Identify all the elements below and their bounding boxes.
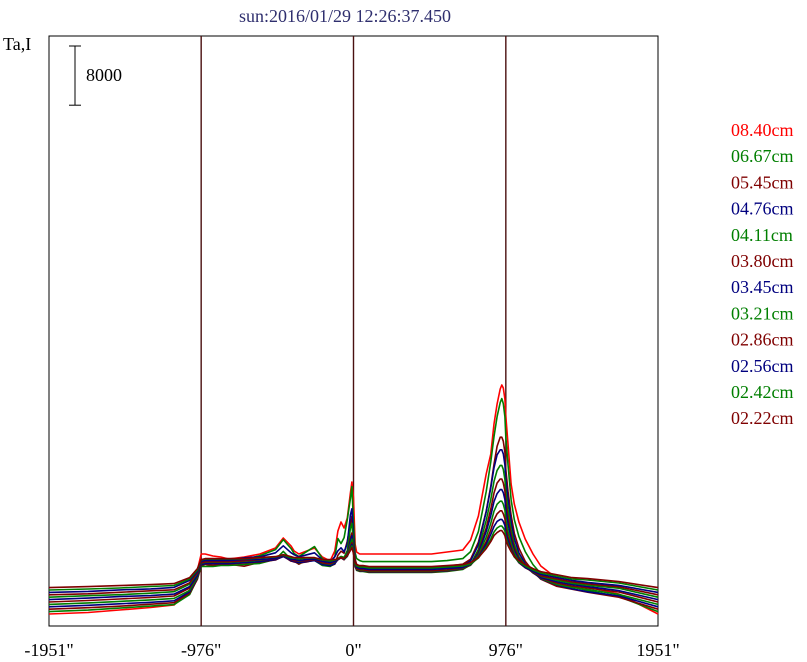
- scale-bar: [69, 45, 81, 106]
- legend-entry-02.42cm: 02.42cm: [731, 382, 794, 402]
- legend-entry-04.11cm: 04.11cm: [731, 225, 793, 245]
- legend-entry-08.40cm: 08.40cm: [731, 120, 794, 140]
- x-tick-label-3: 976": [489, 640, 523, 660]
- x-tick-label-4: 1951": [636, 640, 679, 660]
- series-layer: [48, 384, 659, 615]
- legend-entry-06.67cm: 06.67cm: [731, 146, 794, 166]
- legend-entry-02.86cm: 02.86cm: [731, 330, 794, 350]
- legend-entry-03.21cm: 03.21cm: [731, 303, 794, 323]
- legend: 08.40cm 06.67cm 05.45cm 04.76cm 04.11cm 03.80…: [731, 120, 794, 428]
- legend-entry-05.45cm: 05.45cm: [731, 172, 794, 192]
- x-tick-label-0: -1951": [24, 640, 73, 660]
- y-axis-label: Ta,I: [3, 34, 31, 54]
- series-line-02.56cm: [48, 518, 659, 594]
- legend-entry-02.22cm: 02.22cm: [731, 408, 794, 428]
- legend-entry-03.80cm: 03.80cm: [731, 251, 794, 271]
- series-line-02.86cm: [48, 509, 659, 596]
- legend-entry-03.45cm: 03.45cm: [731, 277, 794, 297]
- legend-entry-04.76cm: 04.76cm: [731, 199, 794, 219]
- series-line-02.22cm: [48, 529, 659, 589]
- chart-title: sun:2016/01/29 12:26:37.450: [239, 6, 451, 26]
- x-tick-label-2: 0": [345, 640, 361, 660]
- x-axis-ticks: -1951" -976" 0" 976" 1951": [24, 640, 679, 660]
- legend-entry-02.56cm: 02.56cm: [731, 356, 794, 376]
- x-tick-label-1: -976": [181, 640, 221, 660]
- scale-bar-label: 8000: [86, 65, 122, 85]
